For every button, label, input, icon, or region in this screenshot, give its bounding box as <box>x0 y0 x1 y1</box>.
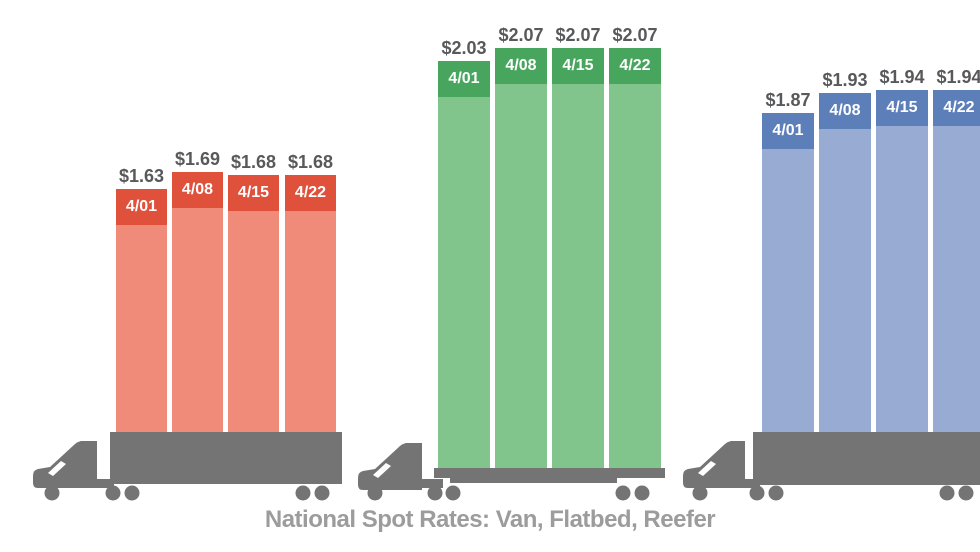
price-label: $1.93 <box>822 70 868 90</box>
price-label: $2.07 <box>555 25 601 45</box>
truck-wheel <box>44 485 60 501</box>
date-label: 4/15 <box>237 184 270 201</box>
truck-wheel <box>445 485 461 501</box>
bar-reefer-2: $1.93 4/08 <box>819 71 871 432</box>
truck-window <box>48 461 66 476</box>
date-label: 4/01 <box>772 122 804 139</box>
bar-cap: 4/22 <box>285 175 336 211</box>
bar-cap: 4/08 <box>819 93 871 129</box>
date-label: 4/01 <box>448 70 480 87</box>
truck-wheel <box>615 485 631 501</box>
truck-chassis <box>413 479 443 488</box>
truck-bed <box>110 432 342 484</box>
truck-wheel <box>768 485 784 501</box>
bar-van-3: $1.68 4/15 <box>228 153 279 432</box>
truck-wheel <box>367 485 383 501</box>
price-label: $1.63 <box>118 166 165 186</box>
bar-cap: 4/15 <box>552 48 604 84</box>
date-label: 4/15 <box>886 99 918 116</box>
bar-cap: 4/01 <box>438 61 490 97</box>
truck-wheel <box>749 485 765 501</box>
truck-icon-van <box>33 432 342 501</box>
price-label: $2.07 <box>498 25 544 45</box>
price-label: $1.69 <box>174 149 221 169</box>
truck-wheel <box>958 485 974 501</box>
truck-chassis <box>736 479 760 488</box>
bar-van-2: $1.69 4/08 <box>172 150 223 432</box>
date-label: 4/15 <box>562 57 594 74</box>
date-label: 4/08 <box>829 102 861 119</box>
bar-cap: 4/08 <box>172 172 223 208</box>
bar-cap: 4/08 <box>495 48 547 84</box>
truck-chassis <box>88 479 114 488</box>
truck-window <box>698 461 716 476</box>
price-label: $2.03 <box>441 38 487 58</box>
bar-van-1: $1.63 4/01 <box>116 167 167 432</box>
truck-wheel <box>124 485 140 501</box>
date-label: 4/01 <box>125 198 158 215</box>
truck-wheel <box>939 485 955 501</box>
price-label: $1.87 <box>765 90 811 110</box>
truck-bed <box>753 432 980 485</box>
truck-window <box>373 463 391 478</box>
bar-flatbed-1: $2.03 4/01 <box>438 39 490 468</box>
truck-wheel <box>314 485 330 501</box>
price-label: $1.94 <box>879 67 925 87</box>
date-label: 4/22 <box>294 184 327 201</box>
bar-cap: 4/15 <box>228 175 279 211</box>
date-label: 4/08 <box>505 57 537 74</box>
bar-reefer-1: $1.87 4/01 <box>762 91 814 432</box>
bar-cap: 4/01 <box>116 189 167 225</box>
date-label: 4/22 <box>619 57 651 74</box>
truck-bed <box>434 468 665 478</box>
bar-flatbed-2: $2.07 4/08 <box>495 26 547 468</box>
truck-frame-rail <box>450 478 617 483</box>
bar-cap: 4/01 <box>762 113 814 149</box>
truck-wheel <box>295 485 311 501</box>
date-label: 4/08 <box>181 181 214 198</box>
bar-reefer-3: $1.94 4/15 <box>876 68 928 432</box>
chart-title: National Spot Rates: Van, Flatbed, Reefe… <box>264 506 716 533</box>
bar-flatbed-4: $2.07 4/22 <box>609 26 661 468</box>
bar-reefer-4: $1.94 4/22 <box>933 68 980 432</box>
bar-van-4: $1.68 4/22 <box>285 153 336 432</box>
date-label: 4/22 <box>943 99 975 116</box>
price-label: $1.94 <box>936 67 980 87</box>
price-label: $1.68 <box>287 152 334 172</box>
price-label: $2.07 <box>612 25 658 45</box>
truck-icon-flatbed <box>358 443 665 501</box>
truck-wheel <box>427 485 443 501</box>
bar-cap: 4/22 <box>933 90 980 126</box>
bar-flatbed-3: $2.07 4/15 <box>552 26 604 468</box>
bar-cap: 4/22 <box>609 48 661 84</box>
truck-wheel <box>105 485 121 501</box>
truck-wheel <box>634 485 650 501</box>
bar-cap: 4/15 <box>876 90 928 126</box>
price-label: $1.68 <box>230 152 277 172</box>
truck-icon-reefer <box>683 432 980 501</box>
truck-wheel <box>692 485 708 501</box>
